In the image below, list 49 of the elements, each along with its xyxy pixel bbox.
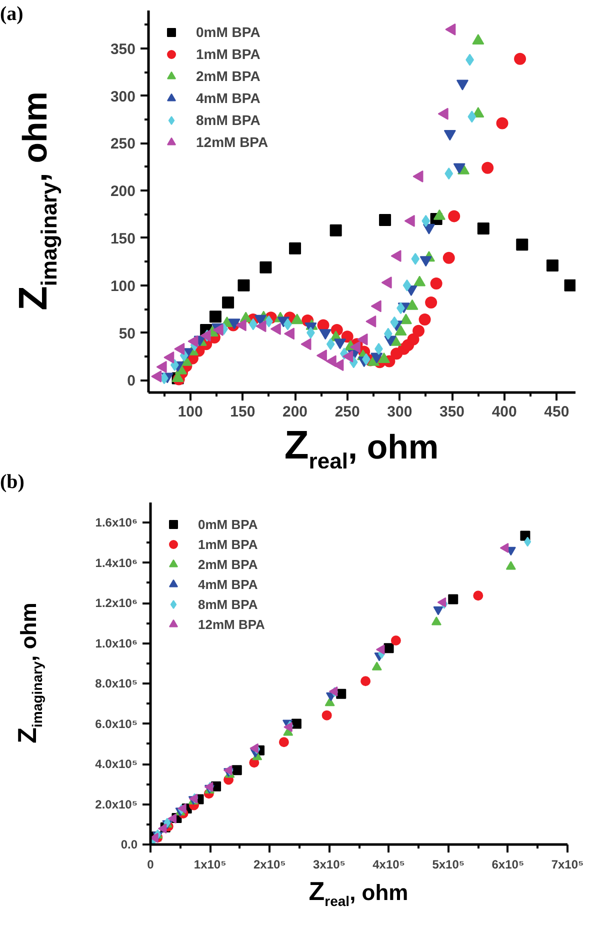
y-tick-label: 200 (110, 183, 136, 200)
legend-label: 4mM BPA (196, 90, 260, 106)
x-axis-title: Z$_{real}$, ohm (308, 876, 408, 910)
y-tick-label: 300 (110, 88, 136, 106)
legend-label: 1mM BPA (198, 536, 258, 552)
y-tick-label: 350 (110, 40, 136, 58)
x-tick-label: 7x10⁵ (551, 858, 584, 872)
legend-label: 12mM BPA (196, 134, 268, 150)
y-tick-label: 6.0x10⁵ (95, 716, 138, 731)
y-tick-label: 2.0x10⁵ (95, 797, 138, 812)
y-tick-label: 1.6x10⁶ (95, 516, 138, 530)
x-tick-label: 150 (230, 404, 256, 420)
x-tick-label: 4x10⁵ (372, 858, 405, 872)
y-tick-label: 50 (118, 325, 136, 342)
chart-title: (b) (0, 470, 24, 495)
legend-label: 0mM BPA (196, 24, 260, 40)
x-tick-label: 100 (178, 404, 203, 420)
x-tick-label: 2x10⁵ (253, 858, 286, 872)
x-tick-label: 200 (282, 404, 308, 420)
x-tick-label: 250 (334, 404, 360, 420)
legend-label: 8mM BPA (196, 112, 260, 128)
x-tick-label: 1x10⁵ (194, 858, 226, 872)
y-tick-label: 150 (110, 230, 136, 248)
y-tick-label: 1.2x10⁶ (95, 596, 138, 610)
x-tick-label: 300 (387, 404, 412, 420)
x-tick-label: 400 (492, 404, 517, 420)
y-tick-label: 8.0x10⁵ (95, 676, 138, 691)
y-tick-label: 4.0x10⁵ (95, 757, 138, 772)
legend-label: 8mM BPA (198, 596, 258, 612)
y-tick-label: 250 (110, 136, 136, 153)
y-tick-label: 1.4x10⁶ (95, 556, 138, 570)
legend-label: 1mM BPA (196, 46, 260, 62)
y-tick-label: 1.0x10⁶ (95, 636, 138, 650)
y-tick-label: 0.0 (120, 838, 138, 852)
x-tick-label: 6x10⁵ (492, 858, 524, 872)
x-tick-label: 0 (147, 858, 154, 872)
legend-label: 0mM BPA (198, 516, 258, 532)
x-tick-label: 450 (544, 404, 570, 420)
chart-title: (a) (0, 2, 24, 27)
legend-label: 4mM BPA (198, 576, 258, 592)
x-tick-label: 5x10⁵ (432, 858, 465, 872)
x-tick-label: 3x10⁵ (313, 858, 346, 872)
y-tick-label: 0 (127, 372, 136, 390)
legend-label: 2mM BPA (198, 556, 258, 572)
y-tick-label: 100 (110, 278, 136, 295)
x-tick-label: 350 (439, 404, 465, 420)
legend-label: 2mM BPA (196, 68, 260, 84)
legend-label: 12mM BPA (198, 616, 265, 632)
x-axis-title: Z$_{real}$, ohm (284, 424, 439, 474)
